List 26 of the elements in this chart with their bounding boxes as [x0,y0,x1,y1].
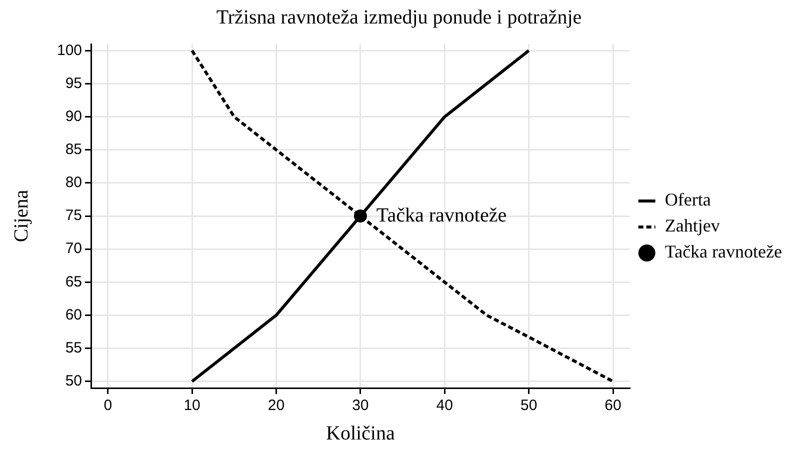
y-tick-label: 70 [65,240,82,258]
y-tick-label: 100 [56,42,82,59]
y-tick-label: 95 [65,74,82,92]
y-tick-label: 55 [65,339,82,356]
y-tick-label: 50 [65,372,82,390]
annotation: Tačka ravnoteže [376,204,507,226]
x-tick-label: 10 [184,397,200,414]
legend-label: Zahtjev [664,216,720,236]
x-tick-label: 60 [604,397,622,414]
y-tick-label: 65 [65,273,82,290]
x-axis-title: Količina [326,422,395,444]
legend-label: Oferta [664,190,711,210]
y-tick-label: 85 [65,140,82,158]
y-tick-label: 60 [65,306,82,324]
y-tick-label: 80 [65,174,82,192]
y-tick-label: 90 [65,108,82,125]
x-tick-label: 20 [268,397,285,414]
y-tick-label: 75 [65,207,82,224]
x-tick-label: 0 [104,397,112,414]
y-axis-title: Cijena [10,190,32,242]
x-tick-label: 30 [352,397,369,414]
line-series [190,49,615,383]
x-tick-label: 50 [520,397,538,414]
legend-label: Tačka ravnoteže [664,242,782,262]
chart-title: Tržisna ravnoteža izmedju ponude i potražnje [216,6,582,28]
x-tick-label: 40 [436,397,453,414]
